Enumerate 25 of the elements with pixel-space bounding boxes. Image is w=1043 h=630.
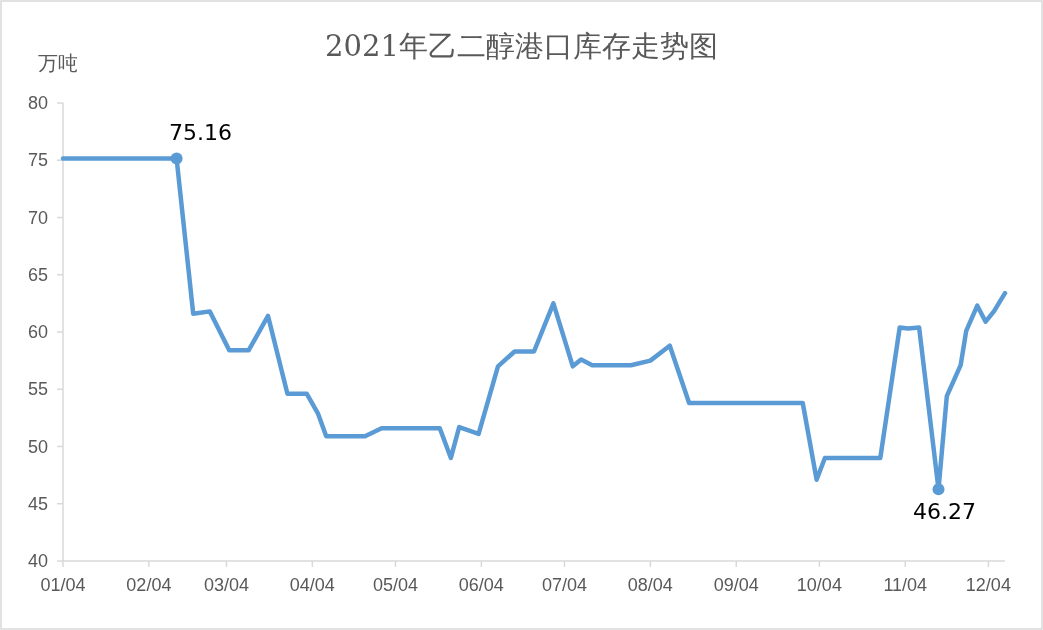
x-tick-label: 05/04 (372, 575, 418, 595)
y-tick-label: 75 (27, 150, 48, 171)
x-tick-label: 04/04 (289, 575, 335, 595)
x-tick-label: 07/04 (541, 575, 587, 595)
y-tick-label: 65 (27, 264, 48, 285)
annotation: 75.16 (169, 120, 233, 146)
x-tick-label: 01/04 (40, 575, 86, 595)
y-tick-label: 60 (27, 322, 48, 342)
y-tick-label: 55 (27, 379, 48, 400)
y-tick-label: 50 (27, 436, 48, 457)
x-tick-label: 03/04 (203, 575, 249, 595)
y-tick-label: 80 (27, 93, 48, 113)
x-tick-label: 02/04 (126, 575, 172, 595)
x-tick-label: 09/04 (713, 575, 759, 595)
x-tick-label: 06/04 (458, 575, 504, 595)
y-axis-title: 万吨 (38, 51, 78, 75)
y-tick-label: 70 (27, 207, 48, 228)
x-tick-label: 12/04 (965, 575, 1011, 595)
y-tick-label: 45 (27, 493, 48, 514)
annotation: 46.27 (913, 499, 976, 525)
y-tick-label: 40 (27, 551, 48, 571)
chart-title: 2021年乙二醇港口库存走势图 (325, 29, 718, 63)
x-tick-label: 11/04 (883, 575, 928, 595)
x-tick-label: 08/04 (627, 575, 673, 595)
x-tick-label: 10/04 (796, 575, 842, 595)
